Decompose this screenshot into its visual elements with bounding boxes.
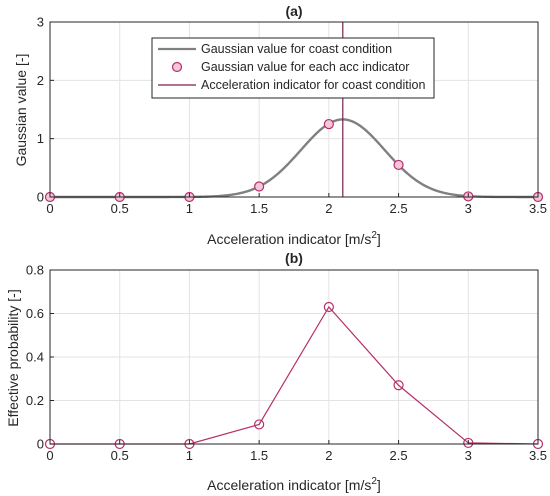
x-tick-label: 3	[465, 201, 472, 216]
legend-entry-markers: Gaussian value for each acc indicator	[171, 60, 409, 74]
gaussian-data-point	[323, 118, 334, 130]
panel-b-probability-chart: (b) 0 0.5 1 1.5 2 2.5 3 3.5 0 0.2 0.4 0.6 0.8 Accel…	[5, 250, 547, 493]
x-tick-label: 3.5	[529, 201, 547, 216]
x-tick-label: 3.5	[529, 448, 547, 463]
y-tick-label: 0.6	[26, 306, 44, 321]
y-tick-label: 0	[37, 437, 44, 452]
panel-a-x-axis-label: Acceleration indicator [m/s2]	[207, 230, 381, 247]
x-tick-label: 2.5	[390, 448, 408, 463]
panel-b-x-ticks: 0 0.5 1 1.5 2 2.5 3 3.5	[46, 440, 547, 463]
y-tick-label: 1	[37, 131, 44, 146]
panel-a-y-axis-label: Gaussian value [-]	[13, 54, 29, 167]
y-tick-label: 0.8	[26, 263, 44, 278]
x-tick-label: 0.5	[111, 201, 129, 216]
x-tick-label: 1.5	[250, 201, 268, 216]
y-tick-label: 0.4	[26, 350, 44, 365]
x-tick-label: 1.5	[250, 448, 268, 463]
x-tick-label: 1	[186, 448, 193, 463]
panel-a-title: (a)	[285, 3, 302, 19]
panel-a-y-ticks: 0 1 2 3	[37, 15, 54, 205]
probability-data-point	[254, 419, 265, 430]
panel-b-x-axis-label: Acceleration indicator [m/s2]	[207, 476, 381, 493]
legend-label-curve: Gaussian value for coast condition	[201, 42, 392, 56]
x-tick-label: 1	[186, 201, 193, 216]
x-tick-label: 2	[325, 201, 332, 216]
probability-data-point	[463, 437, 474, 449]
probability-series-line	[50, 305, 539, 445]
legend-swatch-circle-marker	[171, 61, 183, 73]
panel-b-grid	[49, 269, 539, 445]
gaussian-data-point	[254, 181, 265, 192]
probability-data-point	[393, 380, 404, 391]
legend: Gaussian value for coast condition Gauss…	[151, 37, 435, 99]
y-tick-label: 2	[37, 73, 44, 88]
panel-a-x-ticks: 0 0.5 1 1.5 2 2.5 3 3.5	[46, 193, 547, 216]
gaussian-data-point	[393, 159, 404, 171]
gaussian-curve-line	[50, 118, 538, 199]
panel-b-y-ticks: 0 0.2 0.4 0.6 0.8	[26, 263, 54, 452]
x-tick-label: 0.5	[111, 448, 129, 463]
x-tick-label: 0	[46, 201, 53, 216]
panel-b-title: (b)	[285, 250, 303, 266]
legend-box	[151, 37, 435, 99]
panel-a-gaussian-chart: (a) 0 0.5 1 1.5 2 2.5 3 3.5 0 1 2 3 Acceleration i…	[13, 3, 547, 247]
x-tick-label: 2	[325, 448, 332, 463]
x-tick-label: 0	[46, 448, 53, 463]
legend-entry-vertical-line: Acceleration indicator for coast conditi…	[158, 78, 425, 92]
probability-data-point	[323, 301, 334, 313]
x-tick-label: 2.5	[390, 201, 408, 216]
legend-entry-gaussian-curve: Gaussian value for coast condition	[158, 42, 392, 56]
x-tick-label: 3	[465, 448, 472, 463]
y-tick-label: 0	[37, 190, 44, 205]
y-tick-label: 0.2	[26, 393, 44, 408]
legend-label-vline: Acceleration indicator for coast conditi…	[201, 78, 425, 92]
panel-a-axes-frame	[49, 21, 539, 198]
y-tick-label: 3	[37, 15, 44, 30]
panel-b-y-axis-label: Effective probability [-]	[5, 289, 21, 426]
legend-label-markers: Gaussian value for each acc indicator	[201, 60, 409, 74]
